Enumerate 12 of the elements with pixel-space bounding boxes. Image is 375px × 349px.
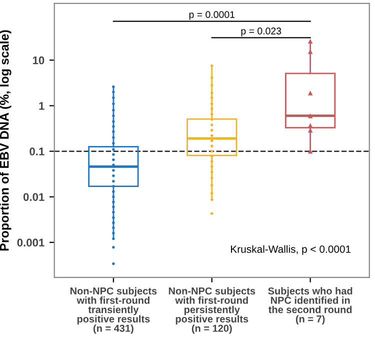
- y-axis-title: Proportion of EBV DNA (%, log scale): [0, 30, 12, 251]
- x-tick-label: Non-NPC subjects with first-round persistently positive results (n = 120): [168, 287, 256, 334]
- annotation: p = 0.023: [241, 28, 282, 36]
- annotation: Kruskal-Wallis, p < 0.0001: [231, 245, 351, 255]
- y-tick-label: 0.001: [17, 238, 44, 247]
- annotation: p = 0.0001: [189, 11, 235, 20]
- y-tick-label: 10: [32, 56, 44, 64]
- y-tick-label: 0.01: [23, 193, 44, 201]
- y-tick-label: 0.1: [30, 148, 44, 156]
- y-tick-label: 1: [39, 102, 44, 110]
- x-tick-label: Subjects who had NPC identified in the second round (n = 7): [268, 287, 352, 324]
- x-tick-label: Non-NPC subjects with first-round transiently positive results (n = 431): [70, 287, 157, 334]
